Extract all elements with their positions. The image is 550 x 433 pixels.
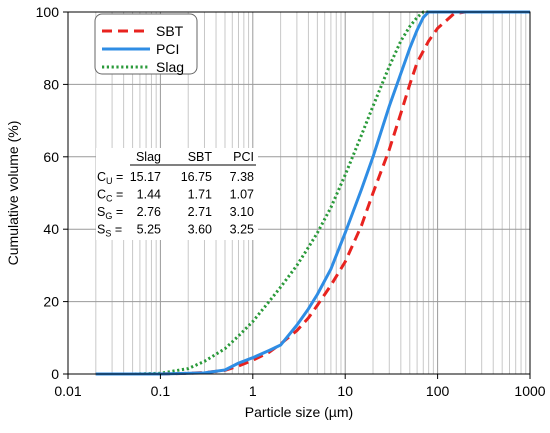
stats-cell: 16.75 bbox=[181, 170, 212, 184]
legend-label-slag: Slag bbox=[156, 59, 184, 75]
y-tick-label: 60 bbox=[43, 149, 59, 165]
stats-cell: 3.60 bbox=[188, 223, 212, 237]
stats-col-header: SBT bbox=[188, 150, 213, 164]
y-tick-label: 20 bbox=[43, 294, 59, 310]
stats-table-bg bbox=[96, 148, 258, 240]
y-axis-title: Cumulative volume (%) bbox=[5, 121, 21, 266]
stats-cell: 7.38 bbox=[230, 170, 254, 184]
plot-frame bbox=[67, 11, 531, 375]
stats-cell: 5.25 bbox=[137, 223, 161, 237]
stats-col-header: PCI bbox=[233, 150, 254, 164]
x-tick-label: 0.01 bbox=[54, 383, 81, 399]
x-axis-title: Particle size (µm) bbox=[245, 404, 353, 420]
stats-row-label: CC = bbox=[97, 188, 123, 204]
x-tick-label: 10 bbox=[337, 383, 353, 399]
stats-cell: 2.76 bbox=[137, 205, 161, 219]
legend-box bbox=[94, 13, 198, 75]
stats-col-header: Slag bbox=[136, 150, 161, 164]
x-tick-labels: 0.01 0.1 1 10 100 1000 bbox=[54, 383, 545, 399]
stats-cell: 15.17 bbox=[130, 170, 161, 184]
x-tick-label: 1 bbox=[249, 383, 257, 399]
x-tick-label: 0.1 bbox=[151, 383, 171, 399]
stats-table: Slag SBT PCI CU = 15.17 16.75 7.38 CC = 1.44 1.71… bbox=[96, 148, 258, 240]
series-lines bbox=[95, 10, 530, 376]
y-tick-labels: 0 20 40 60 80 100 bbox=[36, 4, 60, 382]
stats-row-label: SG = bbox=[97, 205, 123, 221]
stats-cell: 1.71 bbox=[188, 188, 212, 202]
y-tick-label: 100 bbox=[36, 4, 60, 20]
stats-cell: 1.44 bbox=[137, 188, 161, 202]
stats-cell: 3.10 bbox=[230, 205, 254, 219]
y-tick-label: 40 bbox=[43, 221, 59, 237]
legend-label-sbt: SBT bbox=[156, 23, 184, 39]
x-tick-label: 1000 bbox=[514, 383, 545, 399]
legend: SBT PCI Slag bbox=[94, 13, 198, 75]
x-tick-label: 100 bbox=[426, 383, 450, 399]
stats-row-label: SS = bbox=[97, 223, 122, 239]
stats-row-label: CU = bbox=[97, 170, 123, 186]
stats-cell: 3.25 bbox=[230, 223, 254, 237]
series-line-pci bbox=[95, 10, 530, 376]
stats-cell: 1.07 bbox=[230, 188, 254, 202]
y-tick-label: 0 bbox=[51, 366, 59, 382]
legend-label-pci: PCI bbox=[156, 41, 179, 57]
stats-cell: 2.71 bbox=[188, 205, 212, 219]
y-tick-label: 80 bbox=[43, 76, 59, 92]
axis-ticks bbox=[63, 11, 531, 379]
